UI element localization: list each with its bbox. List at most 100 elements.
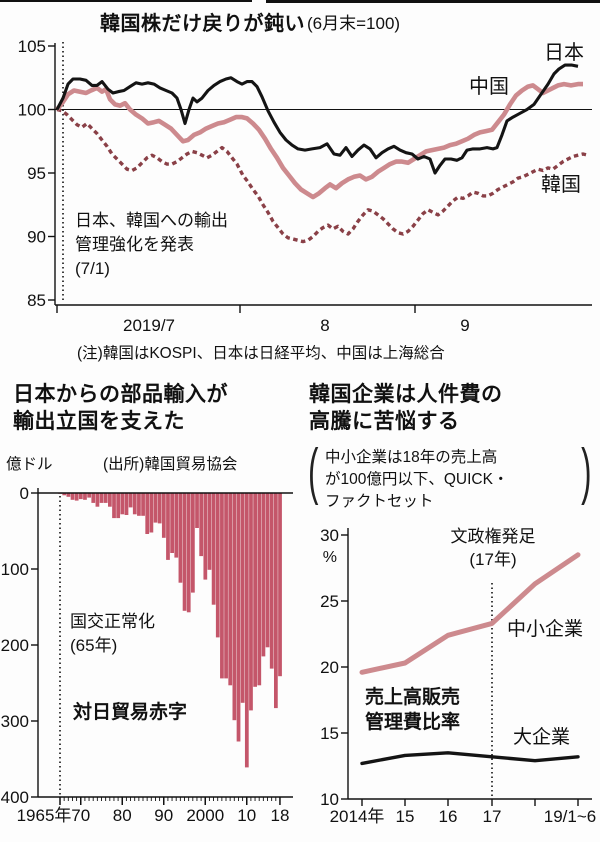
chart2-title: 日本からの部品輸入が 輸出立国を支えた	[13, 382, 228, 435]
x-tick-label: 2019/7	[123, 316, 175, 335]
chart3-note-line2: が100億円以下、QUICK・	[325, 471, 509, 488]
chart3-note-close-paren: )	[581, 437, 592, 506]
deficit-bar	[66, 493, 71, 497]
deficit-bar	[149, 493, 154, 533]
deficit-bar	[215, 493, 220, 638]
chart3-annotation-line2: (17年)	[469, 550, 517, 569]
y-tick-label: 300	[1, 712, 29, 731]
y-tick-label: 10	[320, 790, 339, 809]
deficit-bar	[203, 493, 208, 580]
chart3-note-line3: ファクトセット	[325, 493, 434, 510]
y-unit-label: %	[323, 549, 337, 566]
deficit-bar	[108, 493, 112, 507]
chart1-annotation-line1: 日本、韓国への輸出	[75, 211, 228, 230]
deficit-bar	[78, 493, 83, 500]
deficit-bar	[157, 493, 162, 524]
y-tick-label: 0	[20, 484, 29, 503]
y-tick-label: 100	[18, 101, 46, 120]
chart2-annotation-line2: (65年)	[70, 635, 118, 655]
deficit-bar	[74, 493, 79, 501]
x-tick-label: 16	[439, 807, 458, 826]
series-中小企業	[359, 552, 581, 675]
deficit-bar	[186, 493, 191, 613]
x-tick-label: 18	[270, 806, 289, 825]
chart3-annotation-line1: 文政権発足	[450, 527, 536, 546]
deficit-bar	[207, 493, 212, 570]
chart3-title: 韓国企業は人件費の 高騰に苦悩する	[309, 382, 503, 435]
x-tick-label: 70	[71, 806, 90, 825]
chart3-note-line1: 中小企業は18年の売上高	[325, 449, 498, 466]
y-tick-label: 15	[320, 724, 339, 743]
chart1-annotation-line2: 管理強化を発表	[75, 234, 194, 254]
y-tick-label: 200	[1, 636, 29, 655]
y-tick-label: 400	[1, 788, 29, 807]
chart3-title-line2: 高騰に苦悩する	[309, 409, 460, 433]
deficit-bar	[87, 493, 91, 498]
x-tick-label: 2014年	[330, 807, 385, 826]
deficit-bar	[261, 493, 266, 657]
x-tick-label: 8	[320, 316, 329, 335]
deficit-bar	[257, 493, 262, 686]
deficit-bar	[116, 493, 121, 519]
series-label-sme: 中小企業	[507, 619, 584, 640]
deficit-bar	[278, 493, 282, 677]
deficit-bar	[124, 493, 129, 515]
chart2-annotation-line1: 国交正常化	[70, 612, 155, 631]
y-tick-label: 95	[27, 164, 46, 183]
chart1-title-suffix: (6月末=100)	[307, 14, 401, 33]
chart2-bar-label: 対日貿易赤字	[73, 702, 188, 723]
deficit-bar	[224, 493, 228, 679]
chart2-title-line2: 輸出立国を支えた	[13, 409, 185, 433]
top-rule-right	[266, 0, 600, 3]
deficit-bar	[182, 493, 187, 611]
stock-index-chart: 105 100 95 90 85 2019/7 8 9	[18, 37, 592, 335]
deficit-bar	[170, 493, 174, 553]
deficit-bar	[161, 493, 166, 538]
y-tick-label: 100	[1, 560, 29, 579]
chart3-ratio-label: 売上高販売 管理費比率	[365, 686, 460, 735]
deficit-bar	[195, 493, 199, 528]
chart3-title-line1: 韓国企業は人件費の	[309, 383, 503, 406]
deficit-bar	[236, 493, 241, 742]
deficit-bar	[265, 493, 270, 648]
y-tick-label: 25	[320, 592, 339, 611]
chart1-title: 韓国株だけ戻りが鈍い (6月末=100)	[100, 7, 400, 36]
chart2-title-line1: 日本からの部品輸入が	[13, 383, 228, 406]
chart1-annotation-line3: (7/1)	[75, 258, 110, 278]
x-tick-label: 90	[154, 806, 173, 825]
deficit-bar	[91, 493, 96, 503]
deficit-bar	[166, 493, 170, 560]
deficit-bar	[137, 493, 141, 516]
x-tick-label: 2000	[186, 806, 224, 825]
chart3-ratio-label-line2: 管理費比率	[365, 711, 461, 733]
deficit-bar	[99, 493, 104, 503]
series-日本	[55, 63, 579, 175]
deficit-bar	[249, 493, 253, 711]
top-rule-left	[0, 0, 252, 2]
series-label-large-company: 大企業	[513, 727, 571, 748]
deficit-bar	[112, 493, 116, 519]
series-label-korea: 韓国	[541, 174, 581, 196]
deficit-bar	[191, 493, 195, 593]
chart2-annotation: 国交正常化 (65年)	[70, 610, 155, 658]
x-tick-label: 9	[460, 316, 469, 335]
deficit-bar	[95, 493, 100, 507]
chart1-title-main: 韓国株だけ戻りが鈍い	[100, 13, 305, 35]
deficit-bar	[240, 493, 245, 703]
chart3-note-open-paren: (	[308, 437, 319, 506]
deficit-bar	[269, 493, 274, 669]
x-tick-label: 17	[483, 807, 502, 826]
deficit-bar	[103, 493, 108, 503]
deficit-bar	[244, 493, 249, 768]
series-中国	[55, 81, 583, 200]
chart1-annotation: 日本、韓国への輸出 管理強化を発表 (7/1)	[75, 209, 228, 280]
deficit-bar	[128, 493, 133, 508]
deficit-bar	[178, 493, 183, 583]
deficit-bar	[211, 493, 216, 605]
deficit-bar	[145, 493, 150, 534]
deficit-bar	[120, 493, 125, 515]
deficit-bar	[62, 493, 67, 496]
deficit-bar	[199, 493, 204, 557]
